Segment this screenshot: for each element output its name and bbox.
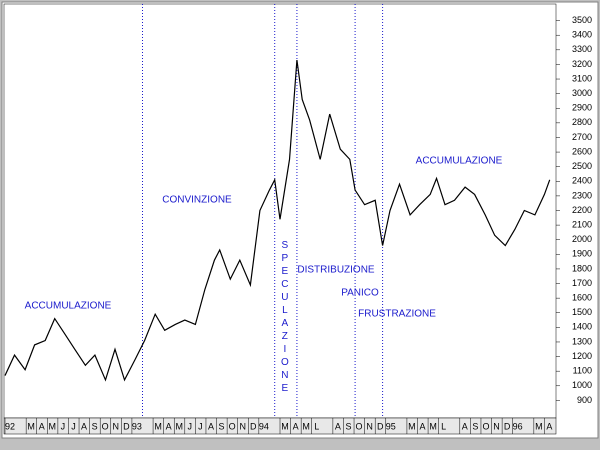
x-tick-label: 92 (5, 421, 15, 431)
y-tick-label: 3000 (572, 88, 592, 98)
y-tick-label: 900 (577, 395, 592, 405)
x-tick-label: A (546, 421, 552, 431)
x-tick-label: 96 (513, 421, 523, 431)
x-tick-label: A (335, 421, 341, 431)
y-tick-label: 3300 (572, 44, 592, 54)
phase-label: ACCUMULAZIONE (416, 156, 503, 167)
x-tick-label: A (81, 421, 87, 431)
x-tick-label: N (113, 421, 120, 431)
y-tick-label: 1400 (572, 322, 592, 332)
y-tick-label: 2200 (572, 205, 592, 215)
phase-label: FRUSTRAZIONE (358, 309, 436, 320)
x-tick-label: D (250, 421, 257, 431)
y-tick-label: 3100 (572, 73, 592, 83)
x-tick-label: N (366, 421, 373, 431)
x-tick-label: J (61, 421, 66, 431)
y-tick-label: 3200 (572, 59, 592, 69)
x-tick-label: A (419, 421, 425, 431)
y-tick-label: 3400 (572, 30, 592, 40)
price-line (4, 59, 551, 382)
x-tick-label: M (281, 421, 289, 431)
phase-label: ACCUMULAZIONE (25, 301, 112, 312)
x-tick-label: J (188, 421, 193, 431)
y-tick-label: 1900 (572, 249, 592, 259)
phase-label: CONVINZIONE (162, 195, 232, 206)
y-tick-label: 2700 (572, 132, 592, 142)
y-tick-label: 1800 (572, 263, 592, 273)
x-tick-label: M (49, 421, 57, 431)
y-tick-label: 1200 (572, 351, 592, 361)
y-tick-label: 2900 (572, 103, 592, 113)
x-tick-label: O (356, 421, 363, 431)
x-tick-label: S (92, 421, 98, 431)
x-tick-label: S (472, 421, 478, 431)
x-tick-label: S (219, 421, 225, 431)
x-tick-label: O (482, 421, 489, 431)
x-tick-label: L (314, 421, 319, 431)
x-tick-label: L (441, 421, 446, 431)
x-tick-label: 94 (259, 421, 269, 431)
y-tick-label: 2600 (572, 146, 592, 156)
x-tick-label: A (166, 421, 172, 431)
y-tick-label: 1300 (572, 336, 592, 346)
x-tick-label: D (377, 421, 384, 431)
phase-label: PANICO (341, 288, 379, 299)
y-tick-label: 2500 (572, 161, 592, 171)
x-tick-label: M (429, 421, 437, 431)
y-tick-label: 1100 (573, 366, 592, 376)
x-tick-label: O (229, 421, 236, 431)
x-tick-label: O (102, 421, 109, 431)
x-tick-label: N (239, 421, 246, 431)
x-tick-label: M (535, 421, 543, 431)
y-tick-label: 1500 (572, 307, 592, 317)
x-tick-label: M (302, 421, 310, 431)
x-tick-label: D (123, 421, 130, 431)
x-tick-label: N (493, 421, 500, 431)
y-tick-label: 2800 (572, 117, 592, 127)
plot-area (3, 3, 557, 419)
x-tick-label: A (208, 421, 214, 431)
x-tick-label: M (408, 421, 416, 431)
x-tick-label: J (71, 421, 76, 431)
phase-label: SPECULAZIONE (279, 240, 290, 396)
x-tick-label: A (462, 421, 468, 431)
x-tick-label: D (504, 421, 511, 431)
y-tick-label: 2000 (572, 234, 592, 244)
y-tick-label: 1700 (572, 278, 592, 288)
x-tick-label: 93 (132, 421, 142, 431)
y-tick-label: 1000 (572, 380, 592, 390)
phase-label: DISTRIBUZIONE (297, 265, 375, 276)
x-tick-label: 95 (386, 421, 396, 431)
x-tick-label: A (293, 421, 299, 431)
y-tick-label: 2400 (572, 176, 592, 186)
y-tick-label: 2100 (572, 219, 592, 229)
y-tick-label: 2300 (572, 190, 592, 200)
y-tick-label: 1600 (572, 293, 592, 303)
x-tick-label: J (198, 421, 203, 431)
y-tick-label: 3500 (572, 15, 592, 25)
x-tick-label: M (175, 421, 183, 431)
x-tick-label: S (345, 421, 351, 431)
x-tick-label: A (39, 421, 45, 431)
x-tick-label: M (154, 421, 162, 431)
x-tick-label: M (27, 421, 35, 431)
